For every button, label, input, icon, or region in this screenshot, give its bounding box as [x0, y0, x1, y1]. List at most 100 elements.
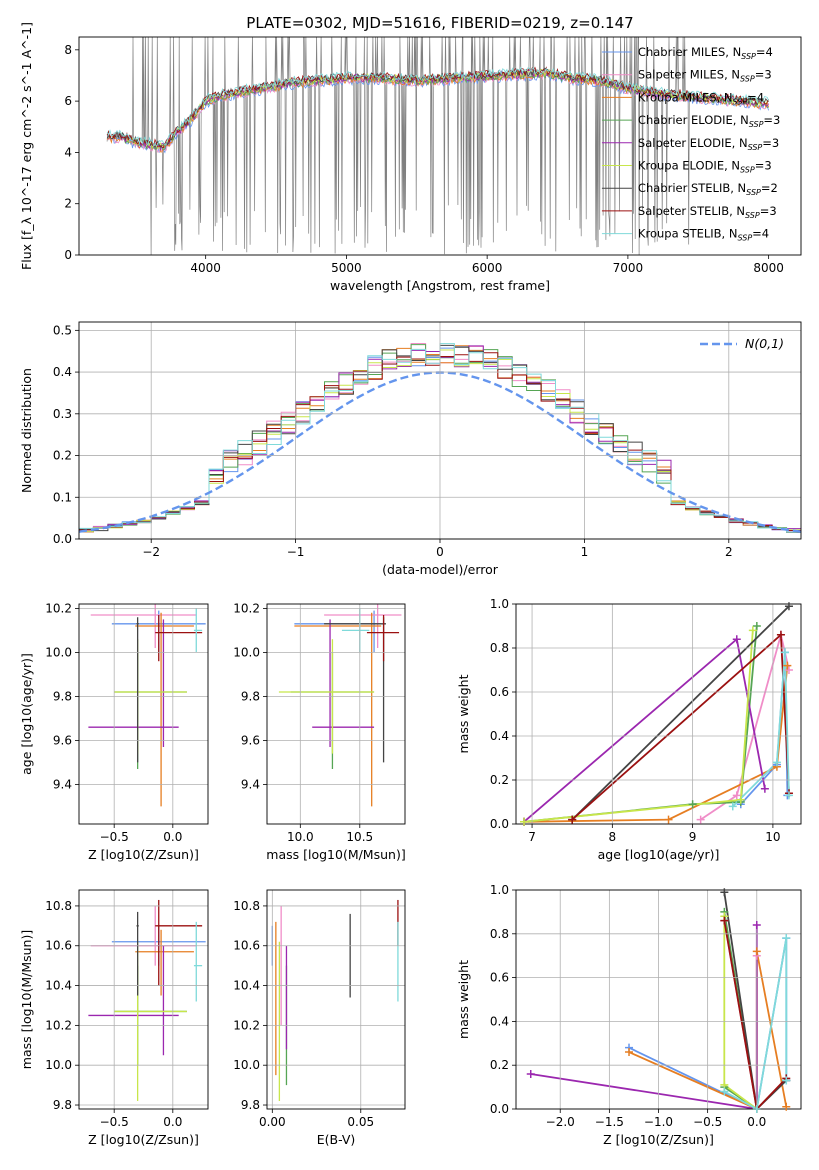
- y-tick-label: 9.6: [53, 733, 72, 747]
- y-tick-label: 9.8: [53, 689, 72, 703]
- y-tick-label: 0.1: [53, 490, 72, 504]
- y-axis-label: Flux [f_λ 10^-17 erg cm^-2 s^-1 A^-1]: [19, 22, 34, 270]
- legend-count: =3: [755, 68, 772, 82]
- axes-frame: [78, 603, 209, 825]
- x-tick-label: 0.0: [747, 1115, 766, 1129]
- x-tick-label: 0: [436, 545, 444, 559]
- figure-title: PLATE=0302, MJD=51616, FIBERID=0219, z=0…: [246, 14, 633, 32]
- y-tick-label: 0.5: [53, 323, 72, 337]
- y-tick-label: 0.2: [490, 773, 509, 787]
- axes-frame: [266, 603, 406, 825]
- x-tick-label: 0.00: [259, 1115, 286, 1129]
- y-tick-label: 10.0: [45, 645, 72, 659]
- y-tick-label: 10.0: [233, 645, 260, 659]
- y-tick-label: 0.0: [53, 532, 72, 546]
- weight-marker-7: [776, 630, 785, 639]
- y-tick-label: 6: [64, 94, 72, 108]
- x-tick-label: 7: [528, 830, 536, 844]
- weight-marker-2: [664, 815, 673, 824]
- y-tick-label: 0.2: [490, 1058, 509, 1072]
- weight-marker-4: [760, 784, 769, 793]
- x-axis-label: age [log10(age/yr)]: [598, 847, 720, 862]
- x-tick-label: 10.0: [287, 830, 314, 844]
- y-tick-label: 0.4: [490, 729, 509, 743]
- weight-marker-8: [780, 648, 789, 657]
- axes-residuals: −2 −1 0 1 2 0.0 0.1 0.2 0.3 0.4 0.5 (data-model)/er…: [19, 321, 802, 577]
- weight-marker-5: [736, 795, 745, 804]
- weight-series-7: [723, 920, 787, 1109]
- y-tick-label: 0.3: [53, 407, 72, 421]
- weight-marker-2: [625, 1048, 634, 1057]
- legend-entry-0: Chabrier MILES, NSSP=4: [638, 45, 773, 61]
- x-tick-label: −1.5: [595, 1115, 624, 1129]
- x-tick-label: 5000: [331, 261, 362, 275]
- y-tick-label: 10.8: [45, 899, 72, 913]
- weight-series-2: [523, 665, 789, 823]
- x-tick-label: −0.5: [100, 830, 129, 844]
- x-tick-label: 8000: [753, 261, 784, 275]
- legend-count: =3: [763, 113, 780, 127]
- y-tick-label: 9.8: [241, 689, 260, 703]
- plot-area-mass_vs_Z: [88, 899, 206, 1102]
- x-tick-label: 7000: [613, 261, 644, 275]
- y-tick-label: 10.0: [233, 1058, 260, 1072]
- legend-subscript: SSP: [732, 97, 747, 106]
- legend-entry-7: Salpeter STELIB, NSSP=3: [638, 204, 777, 220]
- x-axis-label: Z [log10(Z/Zsun)]: [88, 847, 199, 862]
- x-tick-label: −2.0: [546, 1115, 575, 1129]
- x-tick-label: 10: [765, 830, 780, 844]
- legend-subscript: SSP: [746, 188, 761, 197]
- axes-frame: [515, 889, 802, 1110]
- y-tick-label: 1.0: [490, 883, 509, 897]
- x-axis-label: (data-model)/error: [382, 562, 499, 577]
- y-tick-label: 2: [64, 197, 72, 211]
- axes-spectrum: 4000 5000 6000 7000 8000 0 2 4 6 8 wavelength [Ang…: [19, 22, 802, 293]
- y-tick-label: 0.0: [490, 817, 509, 831]
- y-tick-label: 9.8: [241, 1098, 260, 1112]
- y-tick-label: 10.6: [233, 939, 260, 953]
- x-tick-label: −2: [142, 545, 160, 559]
- x-tick-label: −1.0: [644, 1115, 673, 1129]
- weight-marker-6: [784, 602, 793, 611]
- legend-count: =4: [752, 227, 769, 241]
- legend-entry-6: Chabrier STELIB, NSSP=2: [638, 181, 778, 197]
- x-axis-label: mass [log10(M/Msun)]: [266, 847, 405, 862]
- y-tick-label: 9.8: [53, 1098, 72, 1112]
- weight-marker-4: [752, 921, 761, 930]
- weight-series-1: [700, 634, 790, 821]
- y-tick-label: 10.2: [45, 601, 72, 615]
- x-tick-label: 10.5: [346, 830, 373, 844]
- legend-subscript: SSP: [745, 211, 760, 220]
- x-tick-label: −0.5: [100, 1115, 129, 1129]
- weight-series-4: [530, 925, 758, 1109]
- weight-marker-4: [732, 635, 741, 644]
- model-spectrum-6: [106, 67, 769, 149]
- weight-marker-8: [752, 1105, 761, 1113]
- y-axis-label: mass weight: [456, 674, 471, 753]
- legend-subscript: SSP: [740, 166, 755, 175]
- weight-series-6: [571, 605, 790, 821]
- legend-count: =3: [755, 159, 772, 173]
- x-axis-label: wavelength [Angstrom, rest frame]: [330, 278, 550, 293]
- y-tick-label: 8: [64, 43, 72, 57]
- legend-entry-5: Kroupa ELODIE, NSSP=3: [638, 159, 772, 175]
- y-tick-label: 0.4: [53, 365, 72, 379]
- x-axis-label: Z [log10(Z/Zsun)]: [88, 1132, 199, 1147]
- weight-marker-8: [728, 802, 737, 811]
- x-tick-label: 6000: [472, 261, 503, 275]
- legend-entry-4: Salpeter ELODIE, NSSP=3: [638, 136, 779, 152]
- axes-age_vs_Z: −0.5 0.0 9.4 9.6 9.8 10.0 10.2 Z [log10(Z/Zsun)…: [19, 601, 209, 862]
- x-tick-label: 8: [609, 830, 617, 844]
- legend-count: =4: [756, 45, 773, 59]
- y-axis-label: Normed distribution: [19, 368, 34, 493]
- axes-mass_vs_Z: −0.5 0.0 9.8 10.0 10.2 10.4 10.6 10.8 Z [log10(Z…: [19, 889, 209, 1147]
- legend-entry-1: Salpeter MILES, NSSP=3: [638, 68, 772, 84]
- weight-series-8: [723, 938, 788, 1109]
- axes-mass_weight_vs_Z: −2.0 −1.5 −1.0 −0.5 0.0 0.0 0.2 0.4 0.6 0.8 1.0 Z […: [456, 883, 802, 1147]
- axes-frame: [78, 321, 802, 540]
- x-axis-label: Z [log10(Z/Zsun)]: [603, 1132, 714, 1147]
- y-tick-label: 10.2: [233, 601, 260, 615]
- y-tick-label: 9.6: [241, 733, 260, 747]
- y-tick-label: 1.0: [490, 597, 509, 611]
- plot-area-spectrum: [106, 37, 769, 255]
